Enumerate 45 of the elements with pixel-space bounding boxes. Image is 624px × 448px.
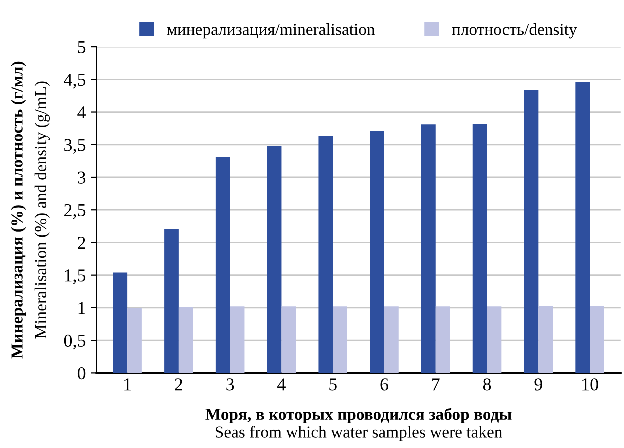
y-tick-label: 5 [78,41,86,54]
x-tick-label: 4 [278,378,286,391]
legend-label: минерализация/mineralisation [167,24,376,39]
bar [164,229,179,374]
bar [524,90,539,374]
y-tick-label: 0,5 [64,334,86,350]
bar [216,157,230,374]
bar [384,306,399,374]
x-tick-label: 3 [226,378,234,391]
y-axis-title: Минерализация (%) и плотность (г/мл) Mineralisation (%) and density (g/mL) [11,62,50,359]
y-tick-label: 4,5 [64,74,86,89]
x-tick-label: 2 [175,378,182,391]
y-tick-label: 2 [78,237,86,249]
x-tick-label: 10 [582,378,598,391]
x-tick-label: 5 [330,378,337,391]
bar [318,136,334,374]
bar [178,307,194,374]
bar [333,306,348,374]
y-tick-label: 1 [78,302,86,314]
bar [436,306,450,374]
bar [538,306,554,374]
x-tick-label: 1 [124,378,131,391]
bar [487,306,502,374]
bar [421,124,436,374]
y-tick-label: 3 [78,172,86,184]
bar [370,131,384,374]
bar [472,124,488,374]
y-tick-label: 4 [78,106,86,119]
bar [267,146,282,374]
x-tick-label: 8 [483,378,492,391]
x-tick-label: 9 [534,378,542,391]
y-tick-label: 1,5 [65,270,86,284]
bar [282,306,296,374]
bar [128,308,142,374]
bar [230,306,245,374]
legend-label: плотность/density [452,24,578,39]
y-tick-label: 2,5 [64,204,86,220]
bar [113,272,128,374]
x-tick-label: 7 [432,378,440,391]
y-tick-label: 0 [78,367,86,380]
x-axis-title: Моря, в которых проводился забор воды Seas from which water samples were taken [206,408,512,442]
bar [576,82,590,374]
bar [590,306,604,374]
x-tick-label: 6 [380,378,388,391]
y-tick-label: 3,5 [64,139,86,154]
